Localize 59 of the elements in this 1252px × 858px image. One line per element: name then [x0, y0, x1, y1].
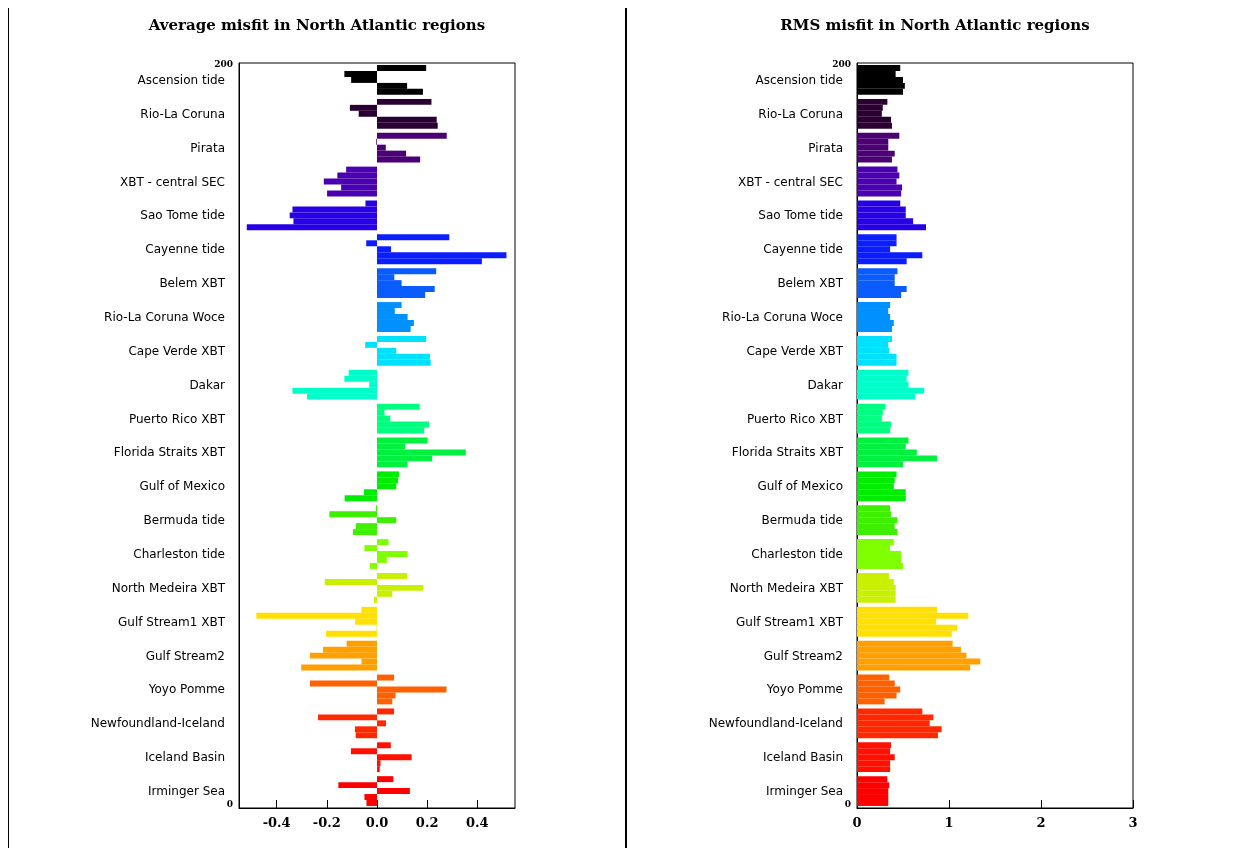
y-tick-label: Cayenne tide	[145, 242, 225, 257]
y-tick-label: Belem XBT	[159, 276, 226, 291]
y-tick-label: Rio-La Coruna	[758, 106, 843, 121]
y-tick-label: Irminger Sea	[766, 784, 843, 799]
x-tick-label: 2	[1036, 815, 1046, 830]
y-tick-label: Irminger Sea	[148, 784, 225, 799]
y-tick-label: Cape Verde XBT	[128, 343, 226, 358]
y-tick-label: XBT - central SEC	[737, 174, 843, 189]
y-tick-label: Florida Straits XBT	[731, 445, 844, 460]
y-tick-label: Bermuda tide	[143, 513, 225, 528]
x-tick-label: 0.2	[415, 815, 439, 830]
y-tick-label: Florida Straits XBT	[113, 445, 226, 460]
text: 200	[832, 58, 851, 69]
y-tick-label: Gulf Stream2	[145, 648, 225, 663]
y-tick-label: Gulf Stream1 XBT	[118, 614, 226, 629]
y-tick-label: Charleston tide	[751, 547, 843, 562]
y-tick-label: Dakar	[807, 377, 844, 392]
y-tick-label: Pirata	[808, 140, 843, 155]
y-tick-label: Yoyo Pomme	[765, 682, 843, 697]
x-tick-label: -0.2	[312, 815, 341, 830]
y-tick-label: Gulf Stream2	[763, 648, 843, 663]
y-tick-label: North Medeira XBT	[729, 580, 844, 595]
chart-title: RMS misfit in North Atlantic regions	[780, 15, 1090, 34]
y-tick-label: Newfoundland-Iceland	[90, 716, 225, 731]
text: 0	[844, 798, 851, 809]
y-tick-label: Rio-La Coruna Woce	[722, 309, 843, 324]
y-tick-label: Sao Tome tide	[758, 208, 843, 223]
x-tick-label: 0.0	[365, 815, 389, 830]
y-tick-label: Gulf Stream1 XBT	[736, 614, 844, 629]
y-tick-label: Iceland Basin	[762, 750, 843, 765]
y-tick-label: Puerto Rico XBT	[746, 411, 844, 426]
x-tick-label: 3	[1128, 815, 1138, 830]
y-tick-label: Sao Tome tide	[140, 208, 225, 223]
x-tick-label: 0	[852, 815, 862, 830]
y-tick-label: Ascension tide	[137, 72, 225, 87]
x-tick-label: -0.4	[262, 815, 291, 830]
y-tick-label: Pirata	[190, 140, 225, 155]
y-tick-label: Puerto Rico XBT	[128, 411, 226, 426]
y-tick-label: Ascension tide	[755, 72, 843, 87]
y-tick-label: Newfoundland-Iceland	[708, 716, 843, 731]
y-tick-label: Rio-La Coruna	[140, 106, 225, 121]
y-tick-label: Yoyo Pomme	[147, 682, 225, 697]
text: 0	[226, 798, 233, 809]
y-tick-label: Cape Verde XBT	[746, 343, 844, 358]
y-tick-label: North Medeira XBT	[111, 580, 226, 595]
y-tick-label: Bermuda tide	[761, 513, 843, 528]
y-tick-label: Cayenne tide	[763, 242, 843, 257]
chart-title: Average misfit in North Atlantic regions	[147, 15, 486, 34]
y-tick-label: Iceland Basin	[144, 750, 225, 765]
y-tick-label: Gulf of Mexico	[757, 479, 843, 494]
y-tick-label: Rio-La Coruna Woce	[104, 309, 225, 324]
x-tick-label: 0.4	[466, 815, 489, 830]
y-tick-label: Belem XBT	[777, 276, 844, 291]
y-tick-label: Charleston tide	[133, 547, 225, 562]
y-tick-label: Gulf of Mexico	[139, 479, 225, 494]
text: 200	[214, 58, 233, 69]
x-tick-label: 1	[944, 815, 954, 830]
y-tick-label: XBT - central SEC	[119, 174, 225, 189]
y-tick-label: Dakar	[189, 377, 226, 392]
